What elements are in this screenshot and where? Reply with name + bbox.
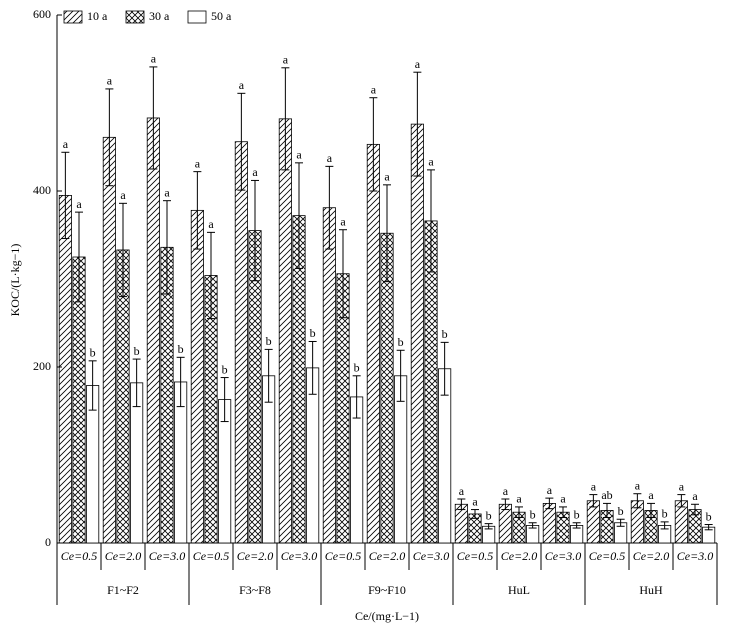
x-tick-label: Ce=0.5 — [325, 549, 361, 563]
x-tick-label: Ce=0.5 — [61, 549, 97, 563]
significance-label: b — [178, 342, 184, 356]
significance-label: b — [706, 509, 712, 523]
significance-label: a — [384, 170, 390, 184]
x-tick-label: Ce=2.0 — [501, 549, 537, 563]
significance-label: a — [208, 217, 214, 231]
x-tick-label: Ce=2.0 — [105, 549, 141, 563]
significance-label: a — [635, 478, 641, 492]
y-tick-label: 0 — [45, 535, 51, 549]
significance-label: a — [459, 484, 465, 498]
significance-label: b — [354, 361, 360, 375]
significance-label: a — [560, 492, 566, 506]
legend-swatch — [187, 10, 207, 24]
significance-label: a — [692, 489, 698, 503]
significance-label: b — [530, 508, 536, 522]
bar — [102, 136, 116, 544]
y-tick-label: 400 — [33, 183, 51, 197]
legend-label: 50 a — [211, 9, 232, 23]
significance-label: b — [618, 504, 624, 518]
significance-label: b — [442, 327, 448, 341]
significance-label: a — [547, 483, 553, 497]
group-label: HuL — [508, 583, 530, 597]
group-label: HuH — [639, 583, 663, 597]
significance-label: a — [107, 74, 113, 88]
significance-label: a — [283, 53, 289, 67]
x-tick-label: Ce=0.5 — [457, 549, 493, 563]
significance-label: b — [90, 346, 96, 360]
significance-label: a — [151, 52, 157, 66]
x-tick-label: Ce=0.5 — [589, 549, 625, 563]
y-tick-label: 600 — [33, 7, 51, 21]
x-tick-label: Ce=2.0 — [237, 549, 273, 563]
significance-label: a — [296, 148, 302, 162]
significance-label: b — [486, 508, 492, 522]
significance-label: a — [340, 214, 346, 228]
significance-label: a — [648, 488, 654, 502]
group-label: F9~F10 — [368, 583, 406, 597]
bar — [498, 503, 512, 544]
bar — [278, 118, 292, 544]
x-axis-label: Ce/(mg·L−1) — [355, 609, 419, 623]
legend-swatch — [63, 10, 83, 24]
bar — [542, 502, 556, 544]
significance-label: b — [266, 334, 272, 348]
group-label: F3~F8 — [239, 583, 271, 597]
significance-label: a — [415, 57, 421, 71]
significance-label: b — [662, 507, 668, 521]
significance-label: a — [120, 188, 126, 202]
significance-label: a — [252, 165, 258, 179]
significance-label: a — [195, 156, 201, 170]
significance-label: a — [164, 185, 170, 199]
significance-label: a — [591, 479, 597, 493]
significance-label: a — [472, 494, 478, 508]
y-axis-label: KOC/(L·kg−1) — [8, 244, 22, 317]
x-tick-label: Ce=3.0 — [677, 549, 713, 563]
significance-label: a — [428, 155, 434, 169]
x-tick-label: Ce=2.0 — [369, 549, 405, 563]
bar — [366, 143, 380, 544]
bar — [190, 209, 204, 544]
x-tick-label: Ce=0.5 — [193, 549, 229, 563]
significance-label: a — [371, 82, 377, 96]
legend-swatch — [125, 10, 145, 24]
bar — [234, 141, 248, 544]
x-tick-label: Ce=3.0 — [545, 549, 581, 563]
bar — [350, 396, 364, 544]
significance-label: b — [222, 362, 228, 376]
significance-label: a — [76, 197, 82, 211]
significance-label: a — [679, 479, 685, 493]
significance-label: a — [503, 484, 509, 498]
y-tick-label: 200 — [33, 359, 51, 373]
x-tick-label: Ce=3.0 — [413, 549, 449, 563]
significance-label: b — [574, 508, 580, 522]
significance-label: ab — [601, 488, 612, 502]
significance-label: a — [63, 137, 69, 151]
bar — [58, 194, 72, 544]
significance-label: b — [398, 335, 404, 349]
group-label: F1~F2 — [107, 583, 139, 597]
legend-label: 10 a — [87, 9, 108, 23]
legend-label: 30 a — [149, 9, 170, 23]
bar — [322, 207, 336, 544]
significance-label: a — [327, 151, 333, 165]
bar — [410, 123, 424, 544]
x-tick-label: Ce=2.0 — [633, 549, 669, 563]
significance-label: b — [310, 326, 316, 340]
significance-label: a — [516, 492, 522, 506]
bar — [454, 503, 468, 544]
bar — [146, 117, 160, 544]
x-tick-label: Ce=3.0 — [281, 549, 317, 563]
significance-label: a — [239, 78, 245, 92]
significance-label: b — [134, 344, 140, 358]
x-tick-label: Ce=3.0 — [149, 549, 185, 563]
